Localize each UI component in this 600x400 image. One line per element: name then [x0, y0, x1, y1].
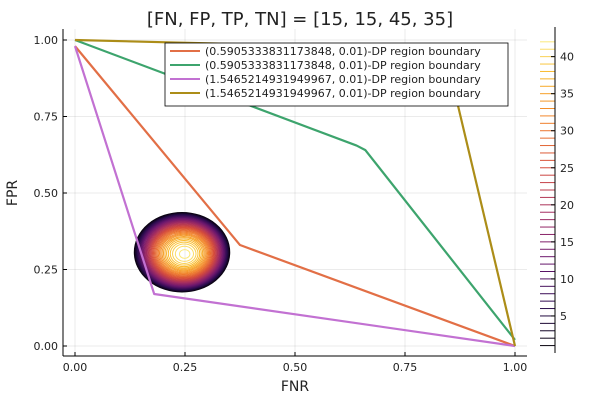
contour-line [164, 237, 204, 270]
contour-line [141, 218, 224, 287]
contour-line [147, 222, 219, 283]
x-tick-label: 0.75 [393, 361, 418, 374]
legend-box [164, 42, 509, 107]
contour-line [157, 231, 210, 275]
x-tick-label: 0.50 [283, 361, 308, 374]
contour-line [167, 239, 201, 268]
x-tick-label: 0.25 [173, 361, 198, 374]
series-line [74, 45, 516, 348]
legend: (0.5905333831173848, 0.01)-DP region bou… [164, 42, 509, 107]
contour-line [156, 230, 211, 276]
colorbar: 5 10 15 20 25 30 35 40 [540, 27, 574, 353]
y-axis-label: FPR [5, 180, 21, 206]
colorbar-tick-label: 25 [560, 162, 574, 175]
contour-line [159, 232, 208, 274]
x-ticks: 0.00 0.25 0.50 0.75 1.00 [63, 352, 528, 374]
colorbar-tick-label: 20 [560, 199, 574, 212]
contour-line [150, 225, 216, 280]
colorbar-tick-label: 40 [560, 51, 574, 64]
contour-line [162, 235, 205, 271]
colorbar-tick-label: 10 [560, 273, 574, 286]
contour-line [145, 221, 220, 284]
contour-line [144, 220, 221, 285]
y-ticks: 0.00 0.25 0.50 0.75 1.00 [34, 34, 67, 353]
contour-line [151, 226, 215, 280]
contour-line [138, 215, 227, 290]
y-tick-label: 0.00 [34, 340, 59, 353]
chart-title: [FN, FP, TP, TN] = [15, 15, 45, 35] [147, 9, 453, 30]
y-tick-label: 0.50 [34, 187, 59, 200]
contour-line [146, 222, 220, 284]
contour-line [142, 219, 223, 287]
contour-line [166, 238, 202, 269]
x-tick-label: 0.00 [63, 361, 88, 374]
contour-line [160, 233, 207, 273]
legend-entry: (0.5905333831173848, 0.01)-DP region bou… [205, 59, 481, 72]
contour-line [153, 228, 213, 278]
y-tick-label: 0.75 [34, 111, 59, 124]
colorbar-tick-label: 35 [560, 88, 574, 101]
contour-line [172, 243, 197, 264]
legend-entry: (1.5465214931949967, 0.01)-DP region bou… [205, 73, 481, 86]
contour-line [143, 219, 222, 286]
x-axis-label: FNR [281, 379, 310, 395]
legend-entry: (1.5465214931949967, 0.01)-DP region bou… [205, 87, 481, 100]
contour-line [148, 223, 218, 282]
y-tick-label: 0.25 [34, 264, 59, 277]
contour-line [169, 241, 199, 266]
contour-line [178, 249, 191, 259]
contour-line [138, 216, 226, 289]
contour-line [155, 229, 212, 277]
contour-line [161, 234, 206, 272]
contour-line [154, 229, 212, 278]
contour-line [148, 224, 217, 282]
x-tick-label: 1.00 [503, 361, 528, 374]
contour-line [149, 225, 217, 281]
series-line [73, 45, 516, 348]
density-contours [133, 211, 231, 293]
colorbar-tick-label: 5 [560, 310, 567, 323]
contour-line [174, 245, 195, 262]
colorbar-tick-label: 15 [560, 236, 574, 249]
y-tick-label: 1.00 [34, 34, 59, 47]
colorbar-tick-label: 30 [560, 125, 574, 138]
contour-line [152, 227, 214, 279]
legend-entry: (0.5905333831173848, 0.01)-DP region bou… [205, 45, 481, 58]
contour-line [143, 220, 222, 285]
